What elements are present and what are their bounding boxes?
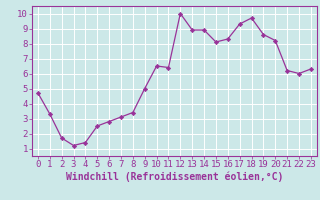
X-axis label: Windchill (Refroidissement éolien,°C): Windchill (Refroidissement éolien,°C) — [66, 172, 283, 182]
